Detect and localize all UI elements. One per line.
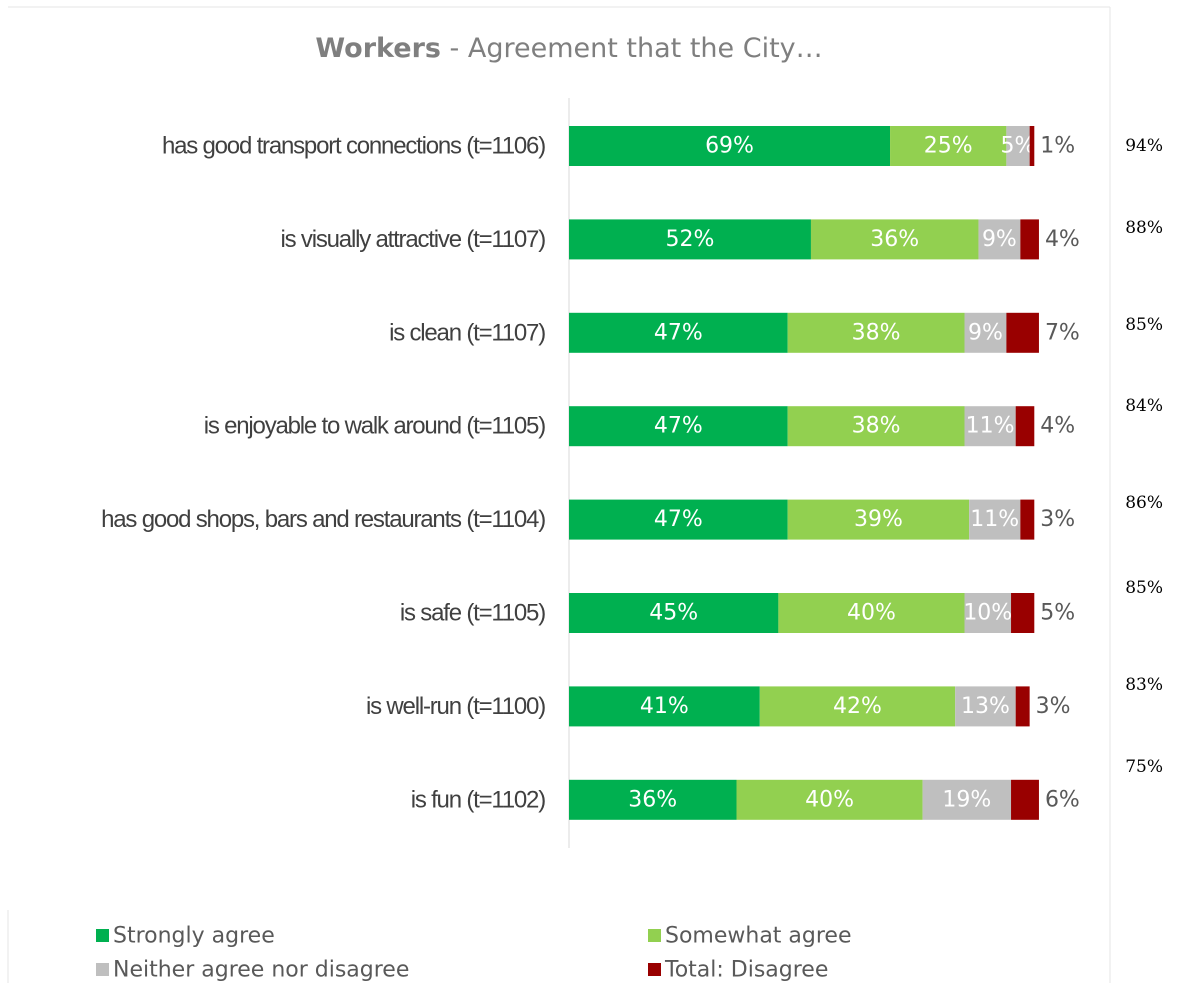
bar-segment <box>1020 499 1035 540</box>
category-label: has good transport connections (t=1106) <box>162 133 545 160</box>
bar-segment <box>569 499 788 540</box>
data-label: 3% <box>1040 507 1075 532</box>
data-label: 40% <box>805 787 854 812</box>
bar-segment <box>569 312 788 353</box>
data-label: 47% <box>654 320 703 345</box>
total-agree-label: 75% <box>1125 757 1163 777</box>
bar-segment <box>759 686 956 727</box>
legend: Strongly agree Somewhat agree Neither agre… <box>96 924 852 983</box>
category-label: is clean (t=1107) <box>389 319 545 346</box>
data-label: 45% <box>649 601 698 626</box>
bar-segment <box>1006 126 1030 166</box>
data-label: 47% <box>654 414 703 439</box>
bar-segment <box>1006 312 1039 353</box>
category-label: is fun (t=1102) <box>411 786 546 813</box>
bar-segment <box>1020 219 1039 260</box>
bar-segment <box>810 219 979 260</box>
total-agree-label: 85% <box>1125 315 1163 335</box>
category-label: is safe (t=1105) <box>400 600 545 627</box>
data-label: 7% <box>1045 320 1080 345</box>
data-label: 6% <box>1045 787 1080 812</box>
category-label: is enjoyable to walk around (t=1105) <box>204 413 545 440</box>
data-label: 47% <box>654 507 703 532</box>
bar-segment <box>890 126 1007 166</box>
bar-segment <box>569 593 779 633</box>
data-label: 38% <box>852 320 901 345</box>
data-label: 9% <box>968 320 1003 345</box>
legend-label: Strongly agree <box>113 924 275 949</box>
total-agree-label: 84% <box>1125 396 1163 416</box>
chart-title-bold: Workers <box>315 33 441 64</box>
data-label: 4% <box>1045 227 1080 252</box>
bar-segment <box>978 219 1021 260</box>
data-label: 36% <box>870 227 919 252</box>
total-agree-label: 94% <box>1125 136 1163 156</box>
data-label: 1% <box>1040 134 1075 159</box>
bar-segment <box>569 219 811 260</box>
data-label: 11% <box>970 507 1019 532</box>
data-label: 38% <box>852 414 901 439</box>
bar-segment <box>1011 593 1035 633</box>
legend-swatch <box>96 963 109 976</box>
legend-label: Total: Disagree <box>664 958 828 983</box>
data-label: 10% <box>963 601 1012 626</box>
bar-segment <box>964 593 1012 633</box>
bar-segment <box>922 779 1012 820</box>
data-label: 52% <box>666 227 715 252</box>
total-agree-label: 83% <box>1125 675 1163 695</box>
legend-label: Neither agree nor disagree <box>113 958 409 983</box>
bar-segment <box>787 312 965 353</box>
bar-segment <box>964 312 1007 353</box>
data-label: 19% <box>942 787 991 812</box>
total-agree-label: 88% <box>1125 218 1163 238</box>
legend-swatch <box>648 929 661 942</box>
bar-segment <box>569 406 788 447</box>
category-label: is well-run (t=1100) <box>366 693 545 720</box>
bar-segment <box>1015 406 1035 447</box>
bar-segment <box>778 593 965 633</box>
legend-label: Somewhat agree <box>665 924 852 949</box>
total-agree-label: 85% <box>1125 578 1163 598</box>
data-label: 36% <box>628 787 677 812</box>
data-label: 42% <box>833 694 882 719</box>
data-label: 4% <box>1040 414 1075 439</box>
bar-segment <box>787 406 965 447</box>
bar-segment <box>964 406 1016 447</box>
bar-segment <box>736 779 923 820</box>
data-label: 3% <box>1036 694 1071 719</box>
data-label: 41% <box>640 694 689 719</box>
data-label: 5% <box>1040 601 1075 626</box>
bar-segment <box>787 499 970 540</box>
bar-segment <box>569 686 760 727</box>
bar-segment <box>1029 126 1035 166</box>
bar-segment <box>955 686 1016 727</box>
bar-segment <box>969 499 1021 540</box>
data-label: 40% <box>847 601 896 626</box>
legend-swatch <box>96 929 109 942</box>
chart-title: Workers - Agreement that the City… <box>315 33 822 64</box>
bar-segment <box>1011 779 1039 820</box>
bar-segment <box>1015 686 1030 727</box>
category-label: is visually attractive (t=1107) <box>281 226 546 253</box>
total-agree-label: 86% <box>1125 493 1163 513</box>
data-label: 69% <box>705 134 754 159</box>
bar-segment <box>569 779 737 820</box>
bars: has good transport connections (t=1106) 6… <box>101 126 1163 820</box>
chart-title-rest: - Agreement that the City… <box>441 33 823 64</box>
legend-swatch <box>648 963 661 976</box>
data-label: 11% <box>966 414 1015 439</box>
data-label: 39% <box>854 507 903 532</box>
category-label: has good shops, bars and restaurants (t=… <box>101 506 545 533</box>
data-label: 13% <box>961 694 1010 719</box>
data-label: 9% <box>982 227 1017 252</box>
bar-segment <box>569 126 891 166</box>
data-label: 25% <box>924 134 973 159</box>
